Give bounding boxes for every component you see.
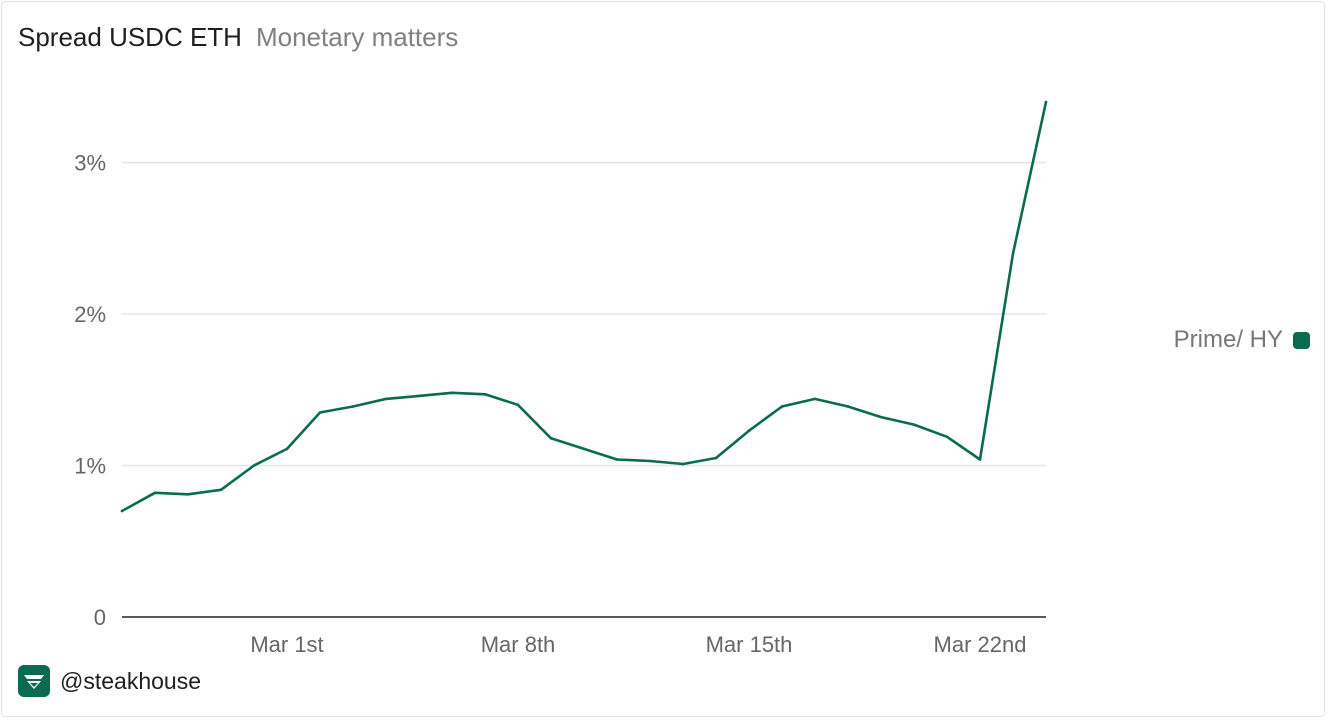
- data-point: [1011, 252, 1015, 255]
- footer: @steakhouse: [18, 665, 201, 697]
- x-tick-label: Mar 1st: [250, 632, 323, 657]
- data-point: [714, 456, 718, 460]
- steakhouse-logo-icon: [18, 665, 50, 697]
- data-point: [219, 488, 223, 492]
- y-tick-label: 3%: [74, 151, 106, 176]
- data-point: [285, 447, 289, 451]
- chart-subtitle: Monetary matters: [255, 22, 459, 52]
- chart-title: Spread USDC ETH: [18, 22, 242, 52]
- data-point: [252, 464, 256, 467]
- data-point: [351, 405, 355, 408]
- data-point: [648, 459, 652, 463]
- data-point: [549, 436, 553, 440]
- y-tick-label: 0: [94, 605, 106, 630]
- data-point: [681, 462, 685, 466]
- y-tick-label: 1%: [74, 454, 106, 479]
- data-point: [615, 458, 619, 461]
- data-point: [813, 397, 817, 401]
- chart-header: Spread USDC ETH Monetary matters: [18, 22, 458, 53]
- data-point: [879, 415, 883, 419]
- data-point: [582, 447, 586, 451]
- data-point: [846, 405, 850, 408]
- x-tick-label: Mar 22nd: [934, 632, 1027, 657]
- data-point: [780, 405, 784, 408]
- data-point: [120, 509, 124, 513]
- data-point: [318, 411, 322, 414]
- data-point: [516, 403, 520, 407]
- data-point: [747, 429, 751, 432]
- x-tick-label: Mar 8th: [481, 632, 556, 657]
- data-point: [153, 491, 157, 495]
- legend-swatch: [1293, 331, 1310, 349]
- data-point: [945, 435, 949, 439]
- legend[interactable]: Prime/ HY: [1174, 326, 1310, 354]
- data-point: [912, 423, 916, 426]
- data-point: [186, 493, 190, 496]
- data-point: [384, 397, 388, 401]
- data-point: [978, 458, 982, 461]
- data-point: [417, 394, 421, 398]
- data-point: [450, 391, 454, 395]
- data-point: [1044, 100, 1048, 104]
- y-tick-label: 2%: [74, 302, 106, 327]
- footer-handle: @steakhouse: [60, 667, 201, 694]
- data-point: [483, 393, 487, 396]
- x-tick-label: Mar 15th: [706, 632, 793, 657]
- legend-label: Prime/ HY: [1173, 326, 1283, 353]
